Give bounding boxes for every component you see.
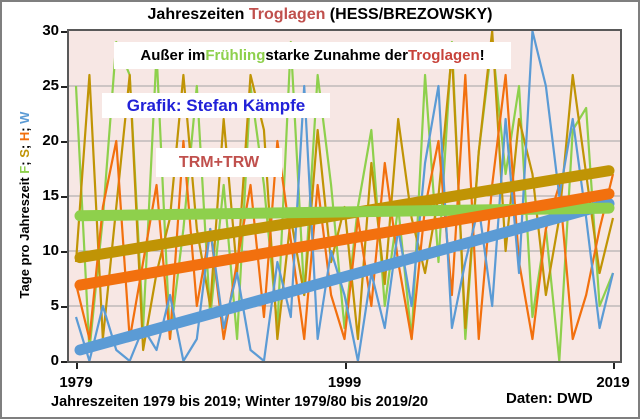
x-tick-mark (613, 363, 615, 369)
y-tick-label: 15 (42, 187, 59, 204)
note-spring-word: Frühling (205, 47, 266, 64)
note-part2: starke Zunahme der (265, 47, 408, 64)
x-tick-mark (344, 363, 347, 369)
y-tick-mark (61, 306, 67, 308)
chart-title-highlight: Troglagen (248, 6, 326, 23)
y-axis-separator: ; (17, 157, 32, 166)
y-tick-label: 0 (50, 352, 59, 369)
y-tick-mark (61, 141, 67, 143)
x-tick-label: 1999 (327, 374, 362, 391)
y-tick-mark (61, 86, 67, 88)
y-tick-label: 25 (42, 77, 59, 94)
chart-title-suffix: (HESS/BREZOWSKY) (325, 6, 493, 23)
annotation-note: Außer im Frühling starke Zunahme der Tro… (114, 42, 511, 69)
note-troglagen-word: Troglagen (407, 47, 480, 64)
data-source-label: Daten: DWD (506, 390, 593, 407)
y-tick-mark (61, 196, 67, 198)
chart-title: Jahreszeiten Troglagen (HESS/BREZOWSKY) (2, 6, 638, 24)
y-tick-label: 30 (42, 22, 59, 39)
series-label-annotation: TRM+TRW (156, 148, 282, 177)
y-axis-letter-winter: W (17, 111, 32, 124)
note-part3: ! (479, 47, 485, 64)
plot-area (67, 29, 622, 363)
troglagen-line-chart (69, 31, 620, 361)
x-tick-mark (76, 363, 78, 369)
y-tick-mark (61, 251, 67, 253)
chart-caption: Jahreszeiten 1979 bis 2019; Winter 1979/… (51, 394, 429, 410)
note-part1: Außer im (140, 47, 206, 64)
y-tick-mark (61, 31, 67, 33)
y-tick-label: 5 (50, 297, 59, 314)
y-tick-label: 20 (42, 132, 59, 149)
y-axis-separator: ; (17, 123, 32, 132)
y-axis-letter-spring: F (17, 165, 32, 174)
y-tick-mark (61, 361, 67, 363)
x-tick-label: 2019 (596, 374, 630, 391)
credit-annotation: Grafik: Stefan Kämpfe (102, 93, 330, 118)
chart-title-prefix: Jahreszeiten (147, 6, 249, 23)
y-axis-letter-summer: S (17, 149, 32, 158)
y-tick-label: 10 (42, 242, 59, 259)
x-tick-label: 1979 (59, 374, 93, 391)
